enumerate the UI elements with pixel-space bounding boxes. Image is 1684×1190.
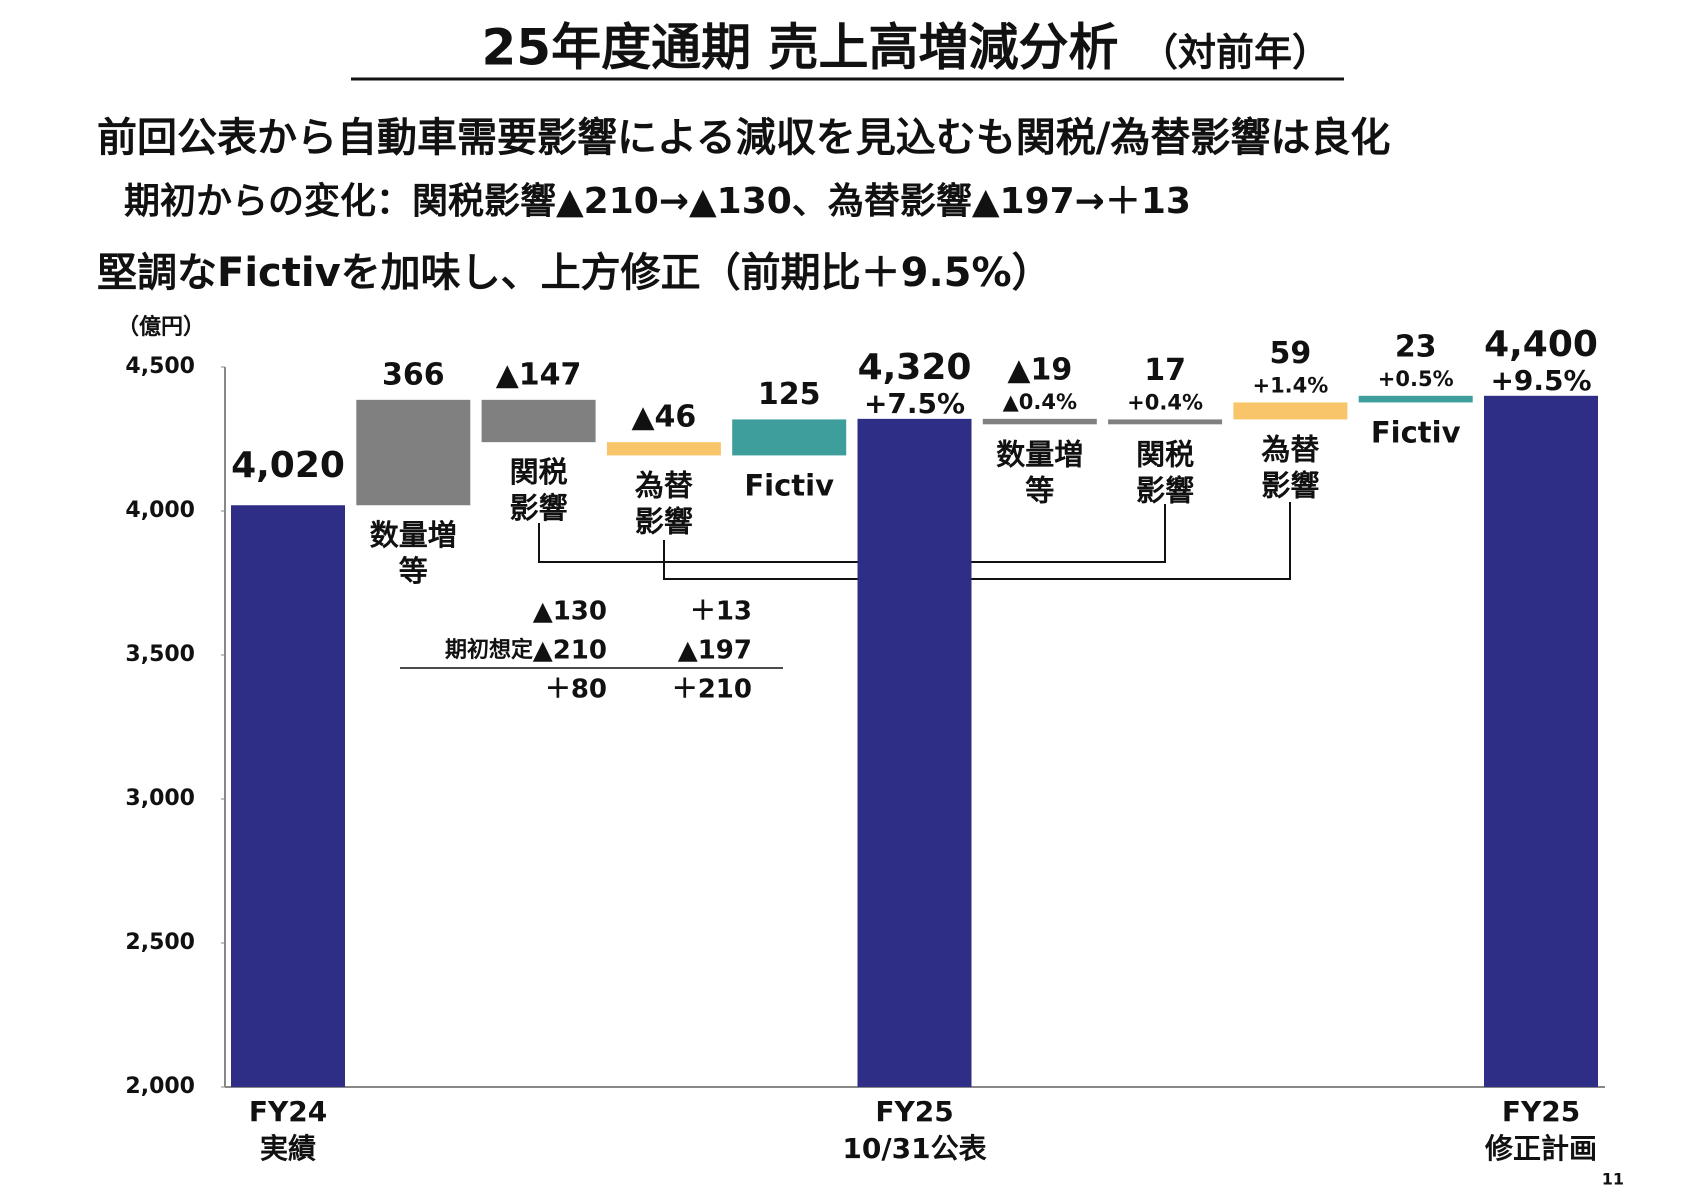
category-label: FY25 bbox=[875, 1095, 953, 1128]
category-label: 数量増 bbox=[996, 437, 1083, 471]
value-label: ▲46 bbox=[631, 400, 696, 435]
bar bbox=[1484, 395, 1598, 1087]
title-note: （対前年） bbox=[1140, 31, 1330, 75]
bar bbox=[1108, 419, 1223, 425]
bar bbox=[1233, 402, 1348, 420]
category-label: 関税 bbox=[1136, 437, 1194, 471]
category-label: 実績 bbox=[260, 1132, 316, 1165]
category-label: Fictiv bbox=[1371, 415, 1461, 449]
bar bbox=[481, 399, 596, 443]
value-label: 4,400 bbox=[1484, 324, 1598, 365]
value-label: 125 bbox=[758, 377, 821, 412]
y-tick-label: 4,000 bbox=[125, 498, 195, 523]
value-label: 4,320 bbox=[858, 347, 972, 388]
value-label: 17 bbox=[1144, 353, 1186, 388]
category-label: 数量増 bbox=[370, 518, 457, 552]
pct-label: +9.5% bbox=[1490, 364, 1591, 397]
category-label: 影響 bbox=[1261, 468, 1319, 502]
category-label: 修正計画 bbox=[1484, 1132, 1597, 1165]
category-label: Fictiv bbox=[744, 468, 834, 502]
y-tick-label: 3,000 bbox=[125, 786, 195, 811]
chart-title: 25年度通期 売上高増減分析 bbox=[482, 19, 1119, 77]
category-label: 為替 bbox=[635, 468, 693, 502]
pct-label: ▲0.4% bbox=[1003, 390, 1077, 414]
category-label: 影響 bbox=[635, 504, 693, 538]
y-tick-label: 3,500 bbox=[125, 642, 195, 667]
pct-label: +1.4% bbox=[1252, 373, 1328, 397]
table-cell: ▲197 bbox=[678, 636, 752, 666]
bar bbox=[982, 418, 1097, 425]
category-label: 影響 bbox=[1136, 473, 1194, 507]
bar bbox=[1358, 395, 1473, 403]
table-cell: ＋80 bbox=[545, 675, 607, 705]
category-label: 関税 bbox=[510, 455, 568, 489]
table-cell: ▲130 bbox=[533, 597, 607, 627]
y-tick-label: 2,500 bbox=[125, 930, 195, 955]
value-label: 59 bbox=[1270, 336, 1312, 371]
value-label: ▲147 bbox=[496, 357, 582, 392]
subtitle: 前回公表から自動車需要影響による減収を見込むも関税/為替影響は良化 bbox=[97, 115, 1390, 161]
bar bbox=[356, 399, 471, 506]
bar bbox=[857, 418, 972, 1088]
table-cell: ▲210 bbox=[533, 636, 607, 666]
y-tick-label: 2,000 bbox=[125, 1074, 195, 1099]
value-label: 23 bbox=[1395, 329, 1437, 364]
y-unit: （億円） bbox=[117, 314, 205, 340]
category-label: FY25 bbox=[1502, 1095, 1580, 1128]
subtitle: 堅調なFictivを加味し、上方修正（前期比＋9.5%） bbox=[97, 250, 1052, 296]
connector bbox=[538, 504, 1166, 563]
category-label: 10/31公表 bbox=[842, 1132, 986, 1165]
category-label: FY24 bbox=[249, 1095, 327, 1128]
bar bbox=[732, 419, 847, 456]
pct-label: +7.5% bbox=[864, 387, 965, 420]
table-cell: ＋13 bbox=[690, 597, 752, 627]
table-cell: ＋210 bbox=[672, 675, 752, 705]
value-label: ▲19 bbox=[1007, 352, 1072, 387]
value-label: 366 bbox=[382, 357, 445, 392]
bar bbox=[606, 442, 721, 456]
pct-label: +0.4% bbox=[1127, 390, 1203, 414]
pct-label: +0.5% bbox=[1378, 367, 1454, 391]
y-tick-label: 4,500 bbox=[125, 354, 195, 379]
subtitle: 期初からの変化：関税影響▲210→▲130、為替影響▲197→＋13 bbox=[124, 180, 1191, 222]
value-label: 4,020 bbox=[231, 445, 345, 486]
table-row-label: 期初想定 bbox=[445, 637, 533, 663]
category-label: 為替 bbox=[1261, 432, 1319, 466]
bar bbox=[231, 505, 345, 1087]
category-label: 等 bbox=[1025, 473, 1054, 507]
page-number: 11 bbox=[1602, 1170, 1624, 1189]
connector bbox=[663, 502, 1291, 580]
category-label: 等 bbox=[399, 554, 428, 588]
category-label: 影響 bbox=[510, 491, 568, 525]
